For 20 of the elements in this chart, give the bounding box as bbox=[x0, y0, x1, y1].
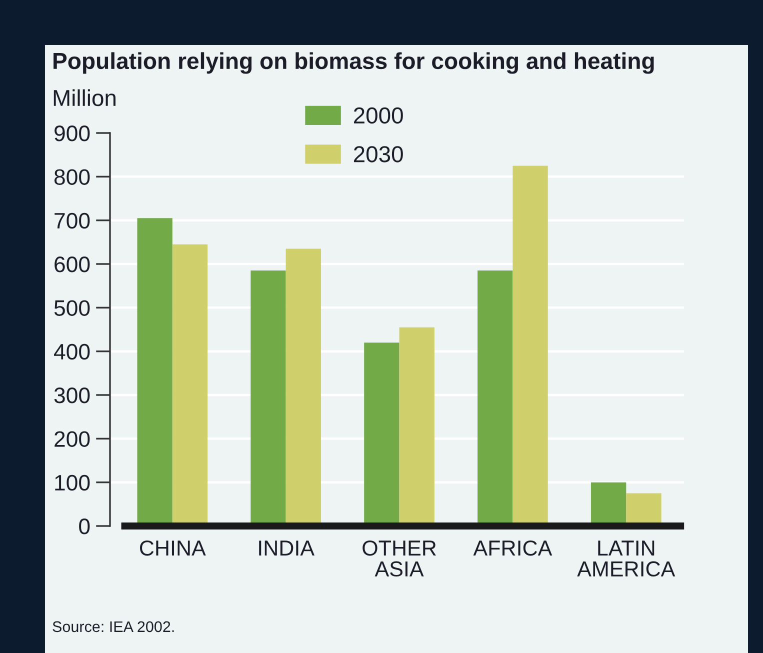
y-tick-label: 0 bbox=[79, 518, 90, 534]
x-tick-label: INDIA bbox=[259, 540, 314, 556]
x-tick-label: AFRICA bbox=[473, 540, 552, 556]
x-tick-label: LATIN AMERICA bbox=[577, 540, 676, 577]
chart-title: Population relying on biomass for cooking and heating bbox=[54, 52, 654, 74]
y-tick-label: 400 bbox=[54, 344, 90, 360]
y-axis-title: Million bbox=[54, 89, 116, 106]
legend-label: 2000 bbox=[354, 107, 403, 124]
y-tick-label: 600 bbox=[54, 256, 90, 272]
y-tick-label: 800 bbox=[54, 169, 90, 185]
source-note: Source: IEA 2002. bbox=[52, 621, 174, 632]
legend-label: 2030 bbox=[354, 146, 403, 162]
y-tick-label: 500 bbox=[54, 300, 90, 316]
x-tick-label: CHINA bbox=[140, 540, 206, 556]
x-tick-label: OTHER ASIA bbox=[362, 540, 436, 577]
y-tick-label: 900 bbox=[54, 126, 90, 142]
y-tick-label: 700 bbox=[54, 212, 90, 229]
y-tick-label: 200 bbox=[54, 431, 90, 447]
y-tick-label: 100 bbox=[55, 474, 90, 491]
y-tick-label: 300 bbox=[54, 388, 90, 404]
